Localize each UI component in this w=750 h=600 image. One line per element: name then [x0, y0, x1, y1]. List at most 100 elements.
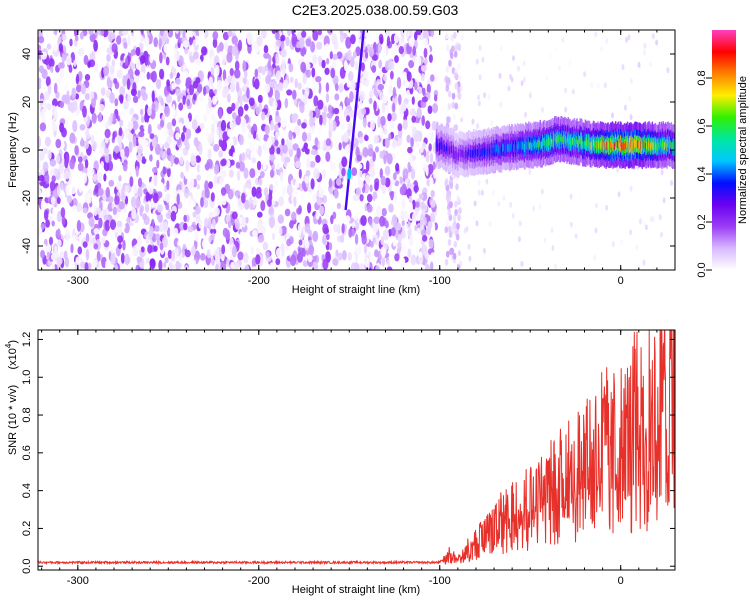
- spectrogram-cell: [406, 134, 411, 143]
- spectrogram-cell: [68, 252, 73, 262]
- spectrogram-cell: [255, 106, 261, 116]
- spectrogram-cell: [192, 259, 197, 270]
- spectrogram-cell: [163, 43, 170, 54]
- spectrogram-cell: [51, 220, 55, 227]
- spectrogram-cell: [250, 246, 255, 255]
- spectrogram-cell: [286, 238, 292, 247]
- spectrogram-cell: [92, 237, 96, 246]
- spectrogram-cell: [218, 131, 223, 140]
- spectrogram-cell: [158, 37, 162, 50]
- snr-series-line: [38, 330, 675, 566]
- spectrogram-cell: [165, 203, 170, 211]
- spectrogram-cell: [167, 249, 173, 259]
- spectrogram-cell: [93, 243, 99, 250]
- spectrogram-cell: [79, 31, 84, 40]
- spectrogram-cell: [172, 187, 176, 198]
- spectrogram-cell: [231, 245, 237, 258]
- spectrogram-cell: [242, 77, 247, 85]
- spectrogram-cell: [401, 102, 407, 112]
- spectrogram-cell: [66, 55, 72, 66]
- spectrogram-cell: [367, 251, 372, 258]
- spectrogram-cell: [359, 194, 364, 202]
- spectrogram-cell: [249, 168, 256, 179]
- spectrogram-cell: [362, 69, 368, 79]
- spectrogram-cell: [410, 108, 416, 117]
- spectrogram-cell: [528, 92, 532, 99]
- spectrogram-cell: [88, 127, 95, 136]
- spectrogram-cell: [347, 71, 354, 82]
- spectrogram-cell: [609, 245, 613, 252]
- spectrogram-cell: [314, 106, 321, 119]
- spectrogram-cell: [208, 76, 214, 87]
- spectrogram-cell: [355, 30, 361, 39]
- spectrogram-cell: [88, 243, 94, 251]
- spectrogram-cell: [400, 231, 407, 239]
- spectrogram-cell: [129, 176, 134, 187]
- spectrogram-cell: [481, 189, 484, 196]
- spectrogram-cell: [279, 226, 283, 236]
- spectrogram-cell: [139, 71, 146, 83]
- spectrogram-cell: [309, 116, 314, 128]
- spectrogram-cell: [254, 68, 259, 79]
- spectrogram-cell: [85, 233, 90, 243]
- spectrogram-cell: [402, 71, 408, 81]
- spectrogram-cell: [328, 222, 332, 234]
- spectrogram-cell: [178, 102, 184, 111]
- spectrogram-x-ticks: -300 -200 -100 0: [41, 30, 676, 287]
- spectrogram-cell: [216, 45, 221, 54]
- spectrogram-cell: [583, 71, 587, 78]
- spectrogram-cell: [366, 204, 373, 213]
- y-tick-label: 1.2: [21, 332, 33, 347]
- spectrogram-cell: [409, 201, 413, 213]
- y-tick-label: 0.0: [21, 559, 33, 574]
- spectrogram-cell: [287, 139, 293, 150]
- spectrogram-streak: [344, 30, 365, 211]
- spectrogram-cell: [408, 60, 415, 69]
- spectrogram-cell: [358, 263, 365, 270]
- spectrogram-cell: [113, 78, 118, 85]
- spectrogram-cell: [274, 89, 280, 102]
- spectrogram-cell: [166, 180, 170, 191]
- spectrogram-cell: [343, 132, 350, 143]
- spectrogram-cell: [421, 115, 426, 126]
- spectrogram-cell: [366, 193, 373, 203]
- spectrogram-cell: [408, 235, 414, 247]
- spectrogram-cell: [208, 235, 212, 243]
- spectrogram-cell: [406, 71, 412, 82]
- spectrogram-cell: [222, 86, 228, 99]
- spectrogram-cell: [386, 259, 391, 267]
- spectrogram-cell: [430, 213, 435, 223]
- spectrogram-cell: [234, 60, 240, 71]
- spectrogram-cell: [325, 138, 332, 147]
- spectrogram-cell: [276, 147, 281, 155]
- spectrogram-cell: [212, 95, 217, 105]
- spectrogram-cell: [300, 46, 307, 57]
- spectrogram-cell: [133, 75, 140, 85]
- spectrogram-cell: [204, 217, 209, 228]
- spectrogram-cell: [203, 199, 209, 209]
- spectrogram-cell: [307, 202, 312, 214]
- colorbar-tick-label: 0.6: [696, 118, 708, 133]
- spectrogram-cell: [135, 242, 142, 252]
- spectrogram-cell: [178, 122, 184, 131]
- spectrogram-cell: [274, 223, 281, 234]
- spectrogram-cell: [408, 37, 415, 47]
- spectrogram-cell: [60, 62, 65, 69]
- spectrogram-cell: [379, 91, 384, 101]
- spectrogram-cell: [411, 115, 417, 123]
- spectrogram-cell: [275, 30, 280, 41]
- spectrogram-cell: [457, 214, 461, 222]
- spectrogram-cell: [183, 214, 187, 222]
- spectrogram-cell: [628, 95, 632, 102]
- spectrogram-cell: [420, 73, 425, 82]
- spectrogram-cell: [364, 134, 369, 142]
- x-tick-label: 0: [618, 275, 624, 287]
- spectrogram-cell: [109, 72, 114, 81]
- spectrogram-cell: [165, 56, 170, 66]
- spectrogram-cell: [280, 243, 285, 251]
- spectrogram-cell: [167, 30, 174, 38]
- spectrogram-cell: [227, 220, 232, 228]
- spectrogram-cell: [590, 81, 594, 88]
- spectrogram-cell: [399, 250, 404, 262]
- spectrogram-cell: [50, 196, 56, 205]
